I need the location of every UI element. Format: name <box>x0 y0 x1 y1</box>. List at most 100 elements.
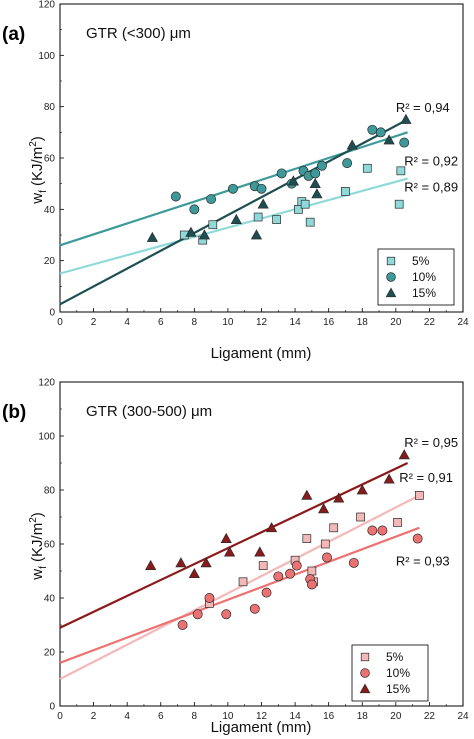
x-tick-label: 22 <box>424 711 436 722</box>
x-tick-label: 22 <box>424 317 436 328</box>
data-point-10pct <box>228 183 238 194</box>
y-label-close: ) <box>29 512 46 517</box>
panel-a: (a) GTR (<300) μm Ligament (mm) wf (KJ/m… <box>2 0 469 362</box>
data-point-5pct <box>302 534 312 543</box>
data-point-10pct <box>192 609 203 620</box>
data-point-10pct <box>204 593 215 603</box>
data-point-15pct <box>265 522 278 533</box>
data-point-15pct <box>145 559 157 570</box>
y-tick-label: 20 <box>44 648 56 659</box>
data-point-10pct <box>261 587 272 598</box>
data-point-15pct <box>175 557 187 568</box>
legend-marker <box>386 272 396 282</box>
x-tick-label: 16 <box>323 317 335 328</box>
data-point-10pct <box>348 557 359 568</box>
data-point-10pct <box>291 560 302 571</box>
x-tick-label: 20 <box>390 317 402 328</box>
x-tick-label: 2 <box>91 711 97 722</box>
y-tick-label: 40 <box>44 594 56 605</box>
data-point-5pct <box>396 166 406 176</box>
r2-label: R² = 0,94 <box>396 100 450 115</box>
panel-label: (a) <box>2 24 25 45</box>
data-point-10pct <box>273 571 284 582</box>
data-point-15pct <box>146 231 158 242</box>
data-point-5pct <box>238 577 248 587</box>
y-tick-label: 0 <box>49 308 55 319</box>
x-tick-label: 2 <box>91 317 97 328</box>
legend-marker <box>360 652 370 662</box>
data-point-10pct <box>221 609 232 620</box>
r2-label: R² = 0,89 <box>404 179 458 194</box>
legend-label: 10% <box>412 270 436 284</box>
data-point-15pct <box>188 567 200 579</box>
y-label-unit: (KJ/m <box>29 523 46 566</box>
chart-title: GTR (<300) μm <box>86 25 191 42</box>
r2-label: R² = 0,92 <box>404 154 458 169</box>
data-point-10pct <box>367 124 378 135</box>
data-point-5pct <box>362 163 372 173</box>
data-point-10pct <box>310 168 321 179</box>
data-point-15pct <box>250 229 263 240</box>
data-point-15pct <box>356 484 368 495</box>
y-tick-label: 40 <box>44 205 56 216</box>
data-point-5pct <box>356 512 365 522</box>
data-point-15pct <box>224 546 236 557</box>
x-axis-label: Ligament (mm) <box>211 345 312 362</box>
y-tick-label: 120 <box>38 378 55 389</box>
data-point-15pct <box>230 213 242 224</box>
data-point-15pct <box>200 557 212 568</box>
x-tick-label: 16 <box>323 711 335 722</box>
data-point-10pct <box>306 579 317 590</box>
data-point-15pct <box>398 449 410 460</box>
data-point-10pct <box>317 160 327 171</box>
data-point-5pct <box>320 539 330 549</box>
x-tick-label: 18 <box>357 711 369 722</box>
y-label-close: ) <box>29 136 46 141</box>
y-label-sup: 2 <box>28 141 39 147</box>
data-point-5pct <box>393 518 402 527</box>
fit-line-15pct <box>59 462 409 629</box>
data-point-15pct <box>346 139 358 150</box>
x-tick-label: 12 <box>256 711 268 722</box>
legend-label: 5% <box>412 254 430 268</box>
data-point-15pct <box>220 532 232 543</box>
r2-labels: R² = 0,91 R² = 0,93 R² = 0,95 <box>396 435 458 569</box>
x-tick-label: 20 <box>390 711 402 722</box>
y-tick-label: 60 <box>44 540 56 551</box>
x-tick-label: 8 <box>192 711 198 722</box>
y-axis-label: wf (KJ/m2) <box>28 512 49 581</box>
x-tick-label: 8 <box>192 317 198 328</box>
y-tick-label: 0 <box>49 702 55 713</box>
fit-line-15pct <box>59 118 409 306</box>
legend-label: 15% <box>386 682 410 696</box>
data-point-5pct <box>307 566 317 576</box>
data-point-5pct <box>394 199 404 209</box>
y-tick-label: 100 <box>38 51 55 62</box>
fit-lines <box>59 462 420 680</box>
data-point-10pct <box>249 603 260 614</box>
fit-line-10pct <box>59 526 420 664</box>
y-label-sup: 2 <box>28 517 39 523</box>
data-point-5pct <box>305 217 315 227</box>
data-point-5pct <box>300 199 310 209</box>
y-axis-label: wf (KJ/m2) <box>28 136 49 205</box>
y-label-unit: (KJ/m <box>29 147 46 190</box>
legend: 5% 10% 15% <box>351 644 429 702</box>
y-label-main: w <box>29 193 46 205</box>
x-tick-label: 18 <box>357 317 369 328</box>
data-point-10pct <box>177 620 188 630</box>
data-point-5pct <box>341 187 350 196</box>
x-tick-label: 0 <box>57 317 63 328</box>
y-tick-label: 20 <box>44 256 56 267</box>
data-point-15pct <box>400 113 412 124</box>
x-tick-label: 10 <box>222 317 234 328</box>
legend-marker <box>386 256 396 266</box>
x-tick-label: 10 <box>222 711 234 722</box>
x-tick-label: 0 <box>57 711 63 722</box>
data-point-5pct <box>253 212 263 222</box>
legend-marker <box>360 668 370 678</box>
chart-title: GTR (300-500) μm <box>86 403 212 420</box>
fit-line-5pct <box>59 494 420 680</box>
data-point-5pct <box>329 523 339 533</box>
